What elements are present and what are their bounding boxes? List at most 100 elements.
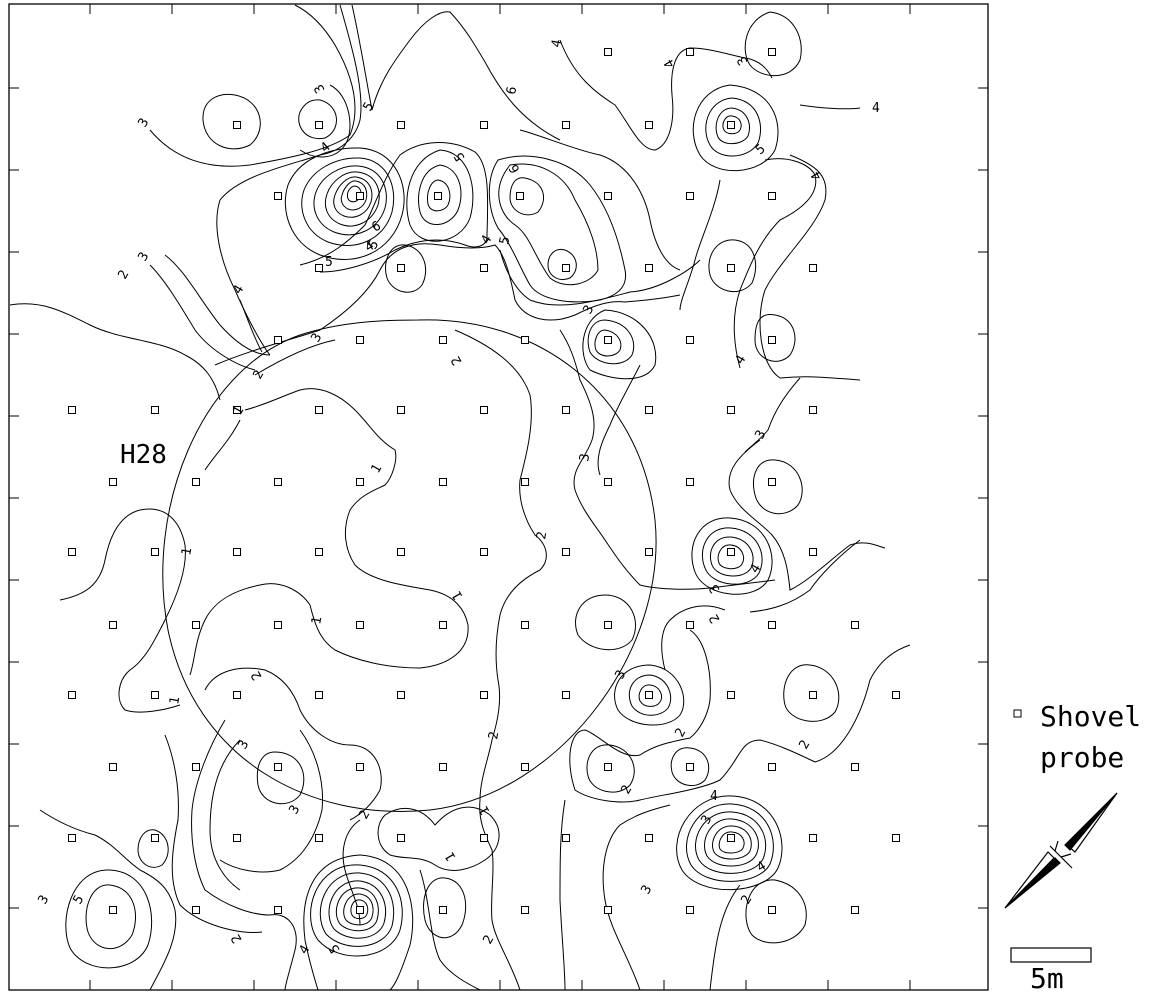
shovel-probe-marker bbox=[521, 906, 529, 914]
contour-value-label: 1 bbox=[450, 588, 467, 602]
contour-value-label: 4 bbox=[661, 56, 678, 70]
shovel-probe-marker bbox=[356, 478, 364, 486]
contour-line bbox=[519, 129, 681, 271]
shovel-probe-marker bbox=[151, 691, 159, 699]
shovel-probe-marker bbox=[68, 406, 76, 414]
scale-bar-rect bbox=[1010, 947, 1092, 963]
contour-line bbox=[335, 887, 379, 932]
contour-value-label: 3 bbox=[752, 428, 769, 442]
shovel-probe-marker bbox=[727, 406, 735, 414]
shovel-probe-marker bbox=[356, 763, 364, 771]
feature-h28-label: H28 bbox=[120, 440, 167, 470]
contour-line bbox=[85, 884, 136, 950]
contour-value-label: 2 bbox=[480, 933, 497, 947]
shovel-probe-marker bbox=[686, 478, 694, 486]
contour-line bbox=[695, 811, 767, 874]
shovel-probe-marker bbox=[686, 906, 694, 914]
shovel-probe-marker bbox=[192, 621, 200, 629]
contour-line bbox=[701, 527, 763, 585]
shovel-probe-marker bbox=[562, 264, 570, 272]
shovel-probe-grid bbox=[68, 48, 900, 914]
shovel-probe-marker bbox=[809, 406, 817, 414]
shovel-probe-marker bbox=[645, 691, 653, 699]
contour-value-label: 3 bbox=[312, 81, 329, 95]
shovel-probe-marker bbox=[151, 406, 159, 414]
contour-line bbox=[418, 164, 462, 225]
contour-line bbox=[313, 165, 387, 236]
map-frame bbox=[8, 3, 989, 991]
shovel-probe-marker bbox=[397, 691, 405, 699]
shovel-probe-marker bbox=[68, 691, 76, 699]
shovel-probe-marker bbox=[192, 763, 200, 771]
contour-line bbox=[709, 884, 741, 991]
contour-line bbox=[676, 795, 783, 891]
legend-probe-symbol bbox=[1013, 709, 1022, 718]
contour-value-label: 2 bbox=[707, 611, 724, 625]
shovel-probe-marker bbox=[562, 548, 570, 556]
shovel-probe-marker bbox=[151, 548, 159, 556]
shovel-probe-marker bbox=[727, 834, 735, 842]
shovel-probe-marker bbox=[809, 834, 817, 842]
contour-value-label: 4 bbox=[710, 789, 718, 804]
contour-value-label: 5 bbox=[497, 235, 513, 245]
shovel-probe-marker bbox=[604, 478, 612, 486]
contour-value-label: 2 bbox=[229, 931, 246, 945]
shovel-probe-marker bbox=[315, 548, 323, 556]
shovel-probe-marker bbox=[109, 478, 117, 486]
contour-line bbox=[597, 364, 641, 476]
contour-line bbox=[164, 734, 263, 934]
contour-value-label: 5 bbox=[452, 149, 469, 163]
contour-line bbox=[602, 804, 671, 991]
contour-value-label: 2 bbox=[449, 353, 466, 367]
shovel-probe-marker bbox=[356, 192, 364, 200]
contour-line bbox=[419, 869, 481, 991]
shovel-probe-marker bbox=[68, 548, 76, 556]
contour-line bbox=[712, 825, 752, 860]
shovel-probe-marker bbox=[315, 834, 323, 842]
shovel-probe-marker bbox=[439, 621, 447, 629]
contour-value-label: 5 bbox=[70, 893, 87, 907]
shovel-probe-marker bbox=[480, 548, 488, 556]
legend: Shovel probe bbox=[1013, 700, 1141, 774]
contour-value-label: 4 bbox=[755, 858, 769, 875]
shovel-probe-marker bbox=[809, 548, 817, 556]
shovel-probe-marker bbox=[686, 621, 694, 629]
shovel-probe-marker bbox=[480, 834, 488, 842]
contour-line bbox=[582, 309, 657, 380]
contour-line bbox=[638, 684, 663, 707]
legend-label-line2: probe bbox=[1040, 741, 1124, 774]
shovel-probe-marker bbox=[274, 906, 282, 914]
shovel-probe-marker bbox=[768, 192, 776, 200]
contour-value-label: 2 bbox=[486, 730, 502, 740]
contour-line bbox=[406, 149, 474, 242]
contour-line bbox=[214, 243, 681, 366]
contour-line bbox=[661, 605, 726, 671]
shovel-probe-marker bbox=[480, 691, 488, 699]
shovel-probe-marker bbox=[768, 906, 776, 914]
contour-line bbox=[628, 674, 672, 716]
shovel-probe-marker bbox=[109, 906, 117, 914]
shovel-probe-marker bbox=[809, 264, 817, 272]
shovel-probe-marker bbox=[68, 834, 76, 842]
shovel-probe-marker bbox=[274, 763, 282, 771]
shovel-probe-marker bbox=[686, 336, 694, 344]
contour-value-label: 3 bbox=[698, 813, 715, 827]
contour-line bbox=[328, 880, 386, 939]
shovel-probe-marker bbox=[397, 548, 405, 556]
contour-line bbox=[783, 664, 840, 722]
contour-line bbox=[759, 154, 861, 381]
contour-line bbox=[799, 104, 861, 110]
contour-value-label: 3 bbox=[286, 803, 303, 817]
shovel-probe-marker bbox=[851, 621, 859, 629]
shovel-probe-marker bbox=[768, 48, 776, 56]
contour-line bbox=[427, 179, 451, 212]
shovel-probe-marker bbox=[233, 121, 241, 129]
contour-line bbox=[733, 158, 817, 369]
shovel-probe-marker bbox=[562, 406, 570, 414]
contour-value-label: 4 bbox=[732, 353, 749, 367]
shovel-probe-marker bbox=[315, 691, 323, 699]
contour-value-label: 2 bbox=[534, 530, 550, 540]
contour-line bbox=[754, 313, 796, 362]
contour-line bbox=[59, 508, 186, 713]
shovel-probe-marker bbox=[274, 192, 282, 200]
